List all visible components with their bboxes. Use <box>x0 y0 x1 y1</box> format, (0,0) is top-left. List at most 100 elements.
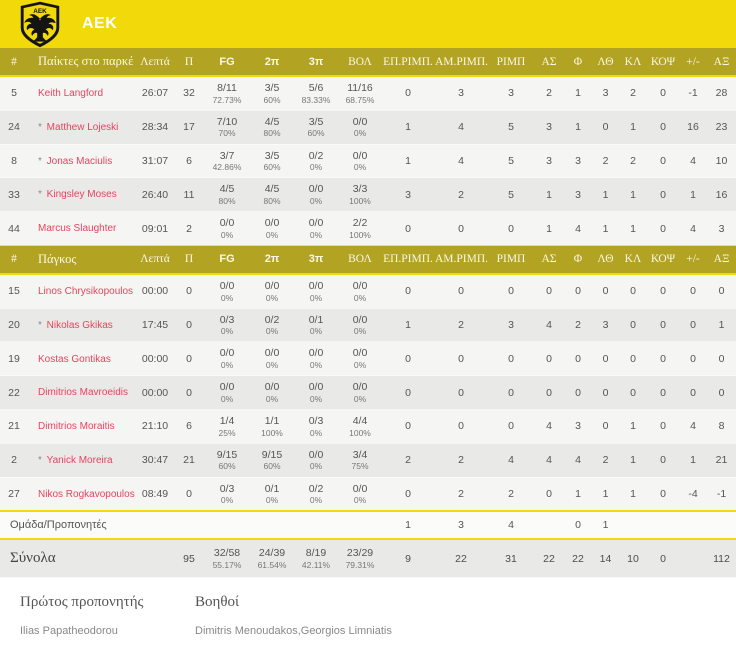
minutes: 00:00 <box>136 341 174 377</box>
3pt-cell <box>294 510 338 540</box>
points: 0 <box>174 308 204 343</box>
shot-made-att: 32/58 <box>213 547 241 560</box>
shot-percentage: 60% <box>263 94 281 105</box>
player-name-link[interactable]: Kingsley Moses <box>46 189 117 201</box>
stat-fouls: 0 <box>564 375 592 411</box>
player-name-link[interactable]: Nikos Rogkavopoulos <box>38 488 135 500</box>
shot-made-att: 0/0 <box>352 115 368 128</box>
points: 0 <box>174 477 204 512</box>
col-header-ast: ΑΣ <box>534 245 564 275</box>
2pt-cell: 24/39 61.54% <box>250 538 294 579</box>
minutes: 17:45 <box>136 308 174 343</box>
ft-cell: 0/0 0% <box>338 477 382 512</box>
shot-made-att: 0/0 <box>308 347 324 360</box>
shot-made-att: 0/2 <box>308 482 324 495</box>
shot-made-att: 0/3 <box>219 313 235 326</box>
player-row: 5 Keith Langford 26:07 32 8/11 72.73% 3/5 60% 5/… <box>0 76 736 111</box>
stat-blk: 0 <box>647 76 679 111</box>
player-row: 22 Dimitrios Mavroeidis 00:00 0 0/0 0% 0/0 0% 0/… <box>0 375 736 411</box>
points: 2 <box>174 211 204 246</box>
ft-cell: 0/0 0% <box>338 144 382 179</box>
shot-percentage: 100% <box>349 229 371 240</box>
stat-plusminus: 1 <box>679 443 707 478</box>
stat-dreb: 2 <box>434 177 488 213</box>
stat-rank: 0 <box>707 273 736 309</box>
assistants-block: Βοηθοί Dimitris Menoudakos,Georgios Limn… <box>195 594 430 643</box>
jersey-number: 2 <box>0 443 28 478</box>
shot-percentage: 79.31% <box>345 559 375 570</box>
shot-made-att: 4/5 <box>264 115 280 128</box>
player-name-link[interactable]: Nikolas Gkikas <box>46 319 113 331</box>
stat-dreb: 3 <box>434 510 488 540</box>
player-name-link[interactable]: Dimitrios Moraitis <box>38 421 115 433</box>
stat-fouls: 3 <box>564 177 592 213</box>
stat-stl: 1 <box>619 177 647 213</box>
shot-made-att: 4/4 <box>352 415 368 428</box>
starter-asterisk: * <box>38 121 45 133</box>
stat-to: 0 <box>592 375 619 411</box>
player-name-link[interactable]: Jonas Maciulis <box>46 155 113 167</box>
shot-made-att: 5/6 <box>308 82 324 94</box>
shot-made-att: 9/15 <box>216 448 238 461</box>
shot-percentage: 0% <box>309 162 323 173</box>
shot-made-att: 8/11 <box>217 82 237 94</box>
3pt-cell: 0/0 0% <box>294 443 338 478</box>
totals-row: Σύνολα 95 32/58 55.17% 24/39 61.54% 8/19 42.11%… <box>0 538 736 579</box>
stat-blk: 0 <box>647 273 679 309</box>
col-header-3pt: 3π <box>294 245 338 275</box>
stat-ast: 3 <box>534 110 564 145</box>
player-row: 24 * Matthew Lojeski 28:34 17 7/10 70% 4/5 80% 3… <box>0 110 736 145</box>
stat-to: 1 <box>592 177 619 213</box>
player-row: 27 Nikos Rogkavopoulos 08:49 0 0/3 0% 0/1 0% 0/2… <box>0 477 736 512</box>
player-name-link[interactable]: Kostas Gontikas <box>38 353 111 365</box>
player-name-link[interactable]: Marcus Slaughter <box>38 223 117 235</box>
shot-percentage: 0% <box>265 360 279 371</box>
col-header-turnovers: ΛΘ <box>592 245 619 275</box>
shot-percentage: 72.73% <box>212 94 242 105</box>
stat-reb: 5 <box>488 110 534 145</box>
col-header-fg: FG <box>204 245 250 275</box>
starter-asterisk: * <box>38 454 45 466</box>
stat-oreb: 0 <box>382 409 434 444</box>
col-header-fouls: Φ <box>564 245 592 275</box>
stat-blk: 0 <box>647 341 679 377</box>
col-header-off-reb: ΕΠ.ΡΙΜΠ. <box>382 245 434 275</box>
stat-dreb: 4 <box>434 110 488 145</box>
player-name-link[interactable]: Yanick Moreira <box>46 454 113 466</box>
stat-ast: 2 <box>534 76 564 111</box>
minutes: 26:40 <box>136 177 174 213</box>
3pt-cell: 0/0 0% <box>294 211 338 246</box>
starter-asterisk: * <box>38 319 45 331</box>
col-header-def-reb: ΑΜ.ΡΙΜΠ. <box>434 245 488 275</box>
player-name-cell: * Kingsley Moses <box>28 177 136 213</box>
stat-blk: 0 <box>647 211 679 246</box>
shot-percentage: 80% <box>263 128 281 139</box>
stat-ast: 1 <box>534 211 564 246</box>
shot-percentage: 0% <box>220 495 234 506</box>
box-score-table: # Παίκτες στο παρκέ Λεπτά Π FG 2π 3π ΒΟΛ ΕΠ.ΡΙΜΠ… <box>0 48 736 579</box>
player-name-link[interactable]: Linos Chrysikopoulos <box>38 286 134 298</box>
stat-dreb: 3 <box>434 76 488 111</box>
shot-made-att: 0/3 <box>219 482 235 495</box>
ft-cell: 3/3 100% <box>338 177 382 213</box>
player-name-link[interactable]: Keith Langford <box>38 88 104 100</box>
shot-made-att: 0/0 <box>219 217 235 230</box>
stat-to: 1 <box>592 477 619 512</box>
player-name-link[interactable]: Dimitrios Mavroeidis <box>38 387 129 399</box>
shot-percentage: 0% <box>220 292 234 303</box>
shot-made-att: 0/0 <box>264 381 280 394</box>
starter-asterisk: * <box>38 155 45 167</box>
player-name-link[interactable]: Matthew Lojeski <box>46 121 119 133</box>
shot-made-att: 4/5 <box>219 183 235 196</box>
shot-made-att: 0/0 <box>308 217 324 230</box>
stat-reb: 5 <box>488 177 534 213</box>
col-header-points: Π <box>174 48 204 77</box>
stat-blk: 0 <box>647 144 679 179</box>
2pt-cell: 9/15 60% <box>250 443 294 478</box>
fg-cell: 3/7 42.86% <box>204 144 250 179</box>
fg-cell: 0/0 0% <box>204 375 250 411</box>
shot-made-att: 0/0 <box>264 347 280 360</box>
shot-percentage: 55.17% <box>212 559 242 570</box>
2pt-cell: 4/5 80% <box>250 110 294 145</box>
stat-dreb: 4 <box>434 144 488 179</box>
